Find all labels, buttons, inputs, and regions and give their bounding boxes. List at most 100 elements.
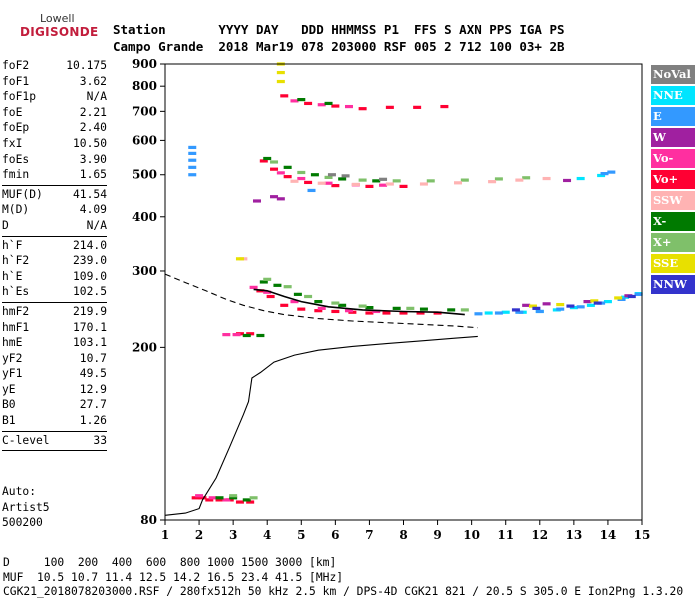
- param-row: h`F 214.0: [2, 238, 107, 254]
- echo-point-e: [188, 151, 197, 155]
- param-row: yF1 49.5: [2, 366, 107, 382]
- legend-item-noval: NoVal: [651, 65, 695, 84]
- param-label: yE: [2, 382, 16, 396]
- x-tick-label: 9: [433, 528, 441, 542]
- echo-point-sse: [614, 296, 623, 300]
- param-value: 214.0: [72, 238, 107, 252]
- echo-point-e: [634, 292, 643, 296]
- param-value: 219.9: [72, 304, 107, 318]
- param-value: 10.7: [79, 351, 107, 365]
- echo-point-x: [338, 303, 347, 307]
- echo-point-x: [229, 494, 238, 498]
- param-row: M(D) 4.09: [2, 202, 107, 218]
- echo-point-x: [310, 173, 319, 177]
- echo-point-sse: [276, 79, 285, 84]
- param-value: 10.175: [66, 59, 107, 72]
- x-tick-label: 4: [263, 528, 271, 542]
- param-label: hmF2: [2, 304, 30, 318]
- legend-item-w: W: [651, 128, 695, 147]
- legend-item-sse: SSE: [651, 254, 695, 273]
- x-tick-label: 12: [531, 528, 548, 542]
- param-label: fxI: [2, 136, 23, 150]
- echo-point-ssw: [290, 179, 299, 183]
- echo-point-sse: [590, 299, 599, 303]
- param-value: 103.1: [72, 336, 107, 350]
- echo-point-sse: [235, 257, 244, 261]
- echo-point-sse: [556, 302, 565, 307]
- y-tick-label: 700: [132, 104, 157, 118]
- legend-item-ssw: SSW: [651, 191, 695, 210]
- param-row: hmF1 170.1: [2, 320, 107, 336]
- x-tick-label: 1: [161, 528, 169, 542]
- echo-point-vo: [331, 104, 340, 108]
- param-separator: [2, 235, 107, 237]
- echo-point-vo: [433, 311, 442, 315]
- echo-point-x: [273, 283, 282, 287]
- param-value: 3.62: [79, 74, 107, 88]
- echo-point-vo: [331, 309, 340, 314]
- echo-point-vo: [222, 333, 231, 337]
- echo-point-e: [515, 310, 524, 314]
- plot-frame: [164, 63, 643, 521]
- echo-point-x: [283, 165, 292, 169]
- station-header: Station YYYY DAY DDD HHMMSS P1 FFS S AXN…: [113, 21, 565, 55]
- x-tick-label: 15: [634, 528, 651, 542]
- logo-main-text: DIGISONDE: [20, 25, 99, 39]
- echo-point-ssw: [317, 181, 326, 185]
- echo-point-x: [256, 333, 265, 338]
- header-row-values: Campo Grande 2018 Mar19 078 203000 RSF 0…: [113, 39, 565, 54]
- param-value: 102.5: [72, 285, 107, 299]
- echo-point-e: [474, 312, 483, 316]
- echo-point-vo: [385, 105, 394, 109]
- echo-point-x: [242, 498, 251, 502]
- param-separator: [2, 301, 107, 303]
- echo-point-nne: [484, 311, 493, 315]
- echo-point-x: [358, 304, 367, 308]
- y-tick-label: 600: [132, 133, 157, 147]
- param-row: foEp 2.40: [2, 120, 107, 136]
- echo-point-vo: [416, 311, 425, 315]
- echo-point-vo: [276, 171, 285, 175]
- param-label: MUF(D): [2, 187, 43, 201]
- param-label: yF2: [2, 351, 23, 365]
- param-value: 4.09: [79, 203, 107, 217]
- echo-point-nnw: [593, 301, 602, 305]
- echo-point-ssw: [351, 182, 360, 187]
- param-label: foEp: [2, 121, 30, 135]
- param-row: hmE 103.1: [2, 335, 107, 351]
- param-row: foE 2.21: [2, 105, 107, 121]
- echo-point-x: [263, 156, 272, 161]
- param-value: 12.9: [79, 382, 107, 396]
- echo-point-vo: [304, 180, 313, 185]
- echo-point-e: [535, 309, 544, 314]
- param-row: yE 12.9: [2, 382, 107, 398]
- param-row: foF2 10.175: [2, 58, 107, 74]
- echo-point-w: [563, 178, 572, 183]
- echo-point-vo: [317, 306, 326, 310]
- echo-point-vo: [399, 184, 408, 188]
- param-value: 1.26: [79, 414, 107, 428]
- param-value: 27.7: [79, 398, 107, 412]
- logo-top-text: Lowell: [40, 12, 75, 25]
- x-tick-label: 13: [566, 528, 583, 542]
- y-tick-label: 80: [140, 513, 157, 527]
- echo-point-vo: [259, 159, 268, 163]
- echo-point-nnw: [627, 294, 636, 299]
- param-value: 49.5: [79, 367, 107, 381]
- param-label: D: [2, 218, 9, 232]
- param-label: fmin: [2, 168, 30, 182]
- x-tick-label: 10: [463, 528, 480, 542]
- echo-point-vo: [205, 498, 214, 502]
- x-tick-label: 14: [600, 528, 617, 542]
- echo-point-noval: [379, 177, 388, 181]
- echo-point-nne: [501, 310, 510, 314]
- echo-point-vo: [304, 101, 313, 106]
- param-row: foEs 3.90: [2, 152, 107, 168]
- param-value: 3.90: [79, 152, 107, 166]
- param-value: 109.0: [72, 269, 107, 283]
- echo-point-vo: [246, 332, 255, 336]
- echo-point-e: [607, 170, 616, 174]
- echo-point-x: [304, 294, 313, 299]
- param-row: yF2 10.7: [2, 351, 107, 367]
- param-value: 239.0: [72, 254, 107, 268]
